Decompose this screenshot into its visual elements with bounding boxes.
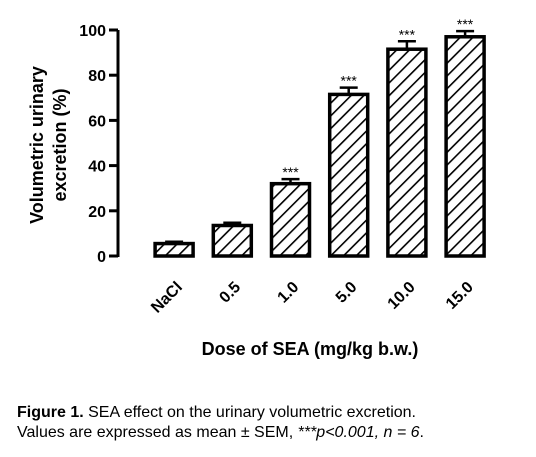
y-tick-label: 60 bbox=[88, 113, 106, 130]
y-tick-label: 0 bbox=[97, 249, 106, 266]
bar bbox=[327, 92, 370, 258]
bar bbox=[444, 35, 486, 258]
significance-marker: *** bbox=[341, 73, 358, 89]
x-tick-label: 5.0 bbox=[333, 279, 361, 307]
significance-marker: *** bbox=[282, 164, 299, 180]
y-tick-label: 100 bbox=[79, 23, 106, 40]
y-axis: 0 20 40 60 80 100 bbox=[79, 23, 120, 266]
x-axis: NaCl 0.5 1.0 5.0 10.0 15.0 bbox=[148, 279, 477, 317]
y-axis-label-line1: Volumetric urinary bbox=[27, 66, 47, 224]
bar bbox=[211, 223, 254, 258]
bar bbox=[386, 47, 428, 258]
x-tick-label: NaCl bbox=[148, 279, 186, 317]
caption-text-1: SEA effect on the urinary volumetric exc… bbox=[83, 404, 416, 421]
significance-marker: *** bbox=[399, 26, 416, 42]
y-tick-label: 80 bbox=[88, 68, 106, 85]
y-axis-label-line2: excretion (%) bbox=[50, 88, 70, 201]
bar-chart: 0 20 40 60 80 100 *** *** *** *** NaCl 0.5 1.0 5.0 1… bbox=[27, 16, 486, 359]
figure-label: Figure 1. bbox=[17, 404, 84, 421]
significance-marker: *** bbox=[457, 16, 474, 32]
x-tick-label: 1.0 bbox=[275, 279, 303, 307]
x-tick-label: 0.5 bbox=[216, 279, 244, 307]
x-tick-label: 15.0 bbox=[443, 279, 477, 313]
caption-text-2: Values are expressed as mean ± SEM, bbox=[17, 424, 298, 441]
y-tick-label: 20 bbox=[88, 204, 106, 221]
caption-line-1: Figure 1. SEA effect on the urinary volu… bbox=[17, 403, 529, 423]
y-tick-label: 40 bbox=[88, 159, 106, 176]
figure-caption: Figure 1. SEA effect on the urinary volu… bbox=[17, 403, 529, 443]
caption-end: . bbox=[419, 424, 424, 441]
caption-stats: ***p<0.001, n = 6 bbox=[297, 424, 420, 441]
caption-line-2: Values are expressed as mean ± SEM, ***p… bbox=[17, 423, 529, 443]
bar bbox=[153, 241, 195, 258]
bars: *** *** *** *** bbox=[153, 16, 486, 258]
bar bbox=[269, 181, 312, 258]
x-axis-label: Dose of SEA (mg/kg b.w.) bbox=[202, 339, 419, 359]
x-tick-label: 10.0 bbox=[385, 279, 419, 313]
